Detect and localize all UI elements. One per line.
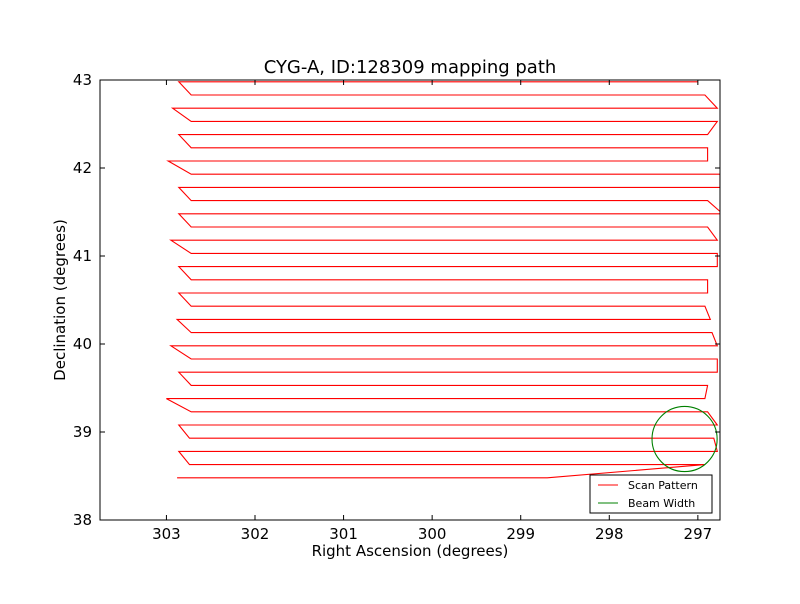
plot-area — [99, 79, 721, 521]
plot-frame — [99, 79, 721, 521]
beam-width-series — [651, 405, 718, 473]
scan-pattern-line — [166, 81, 720, 479]
x-tick-label: 303 — [152, 525, 181, 543]
chart-title: CYG-A, ID:128309 mapping path — [264, 57, 557, 78]
y-tick-label: 43 — [73, 71, 92, 89]
y-tick-label: 40 — [73, 335, 92, 353]
legend-beam-width-label: Beam Width — [628, 497, 695, 510]
x-tick-label: 302 — [241, 525, 270, 543]
x-tick-label: 301 — [329, 525, 358, 543]
x-tick-label: 298 — [595, 525, 624, 543]
x-tick-label: 297 — [684, 525, 713, 543]
y-axis-label: Declination (degrees) — [51, 219, 69, 381]
y-axis: 38 39 40 41 42 43 — [73, 71, 720, 529]
legend-scan-pattern-label: Scan Pattern — [628, 479, 698, 492]
x-axis: 303 302 301 300 299 298 297 — [152, 80, 712, 543]
scan-pattern-series — [166, 81, 720, 479]
legend-box — [589, 474, 713, 514]
x-axis-label: Right Ascension (degrees) — [312, 542, 509, 560]
x-tick-label: 299 — [506, 525, 535, 543]
y-tick-label: 41 — [73, 247, 92, 265]
beam-width-circle — [651, 405, 718, 473]
y-tick-label: 38 — [73, 511, 92, 529]
legend: Scan Pattern Beam Width — [589, 474, 713, 514]
x-tick-label: 300 — [418, 525, 447, 543]
y-tick-label: 42 — [73, 159, 92, 177]
y-tick-label: 39 — [73, 423, 92, 441]
